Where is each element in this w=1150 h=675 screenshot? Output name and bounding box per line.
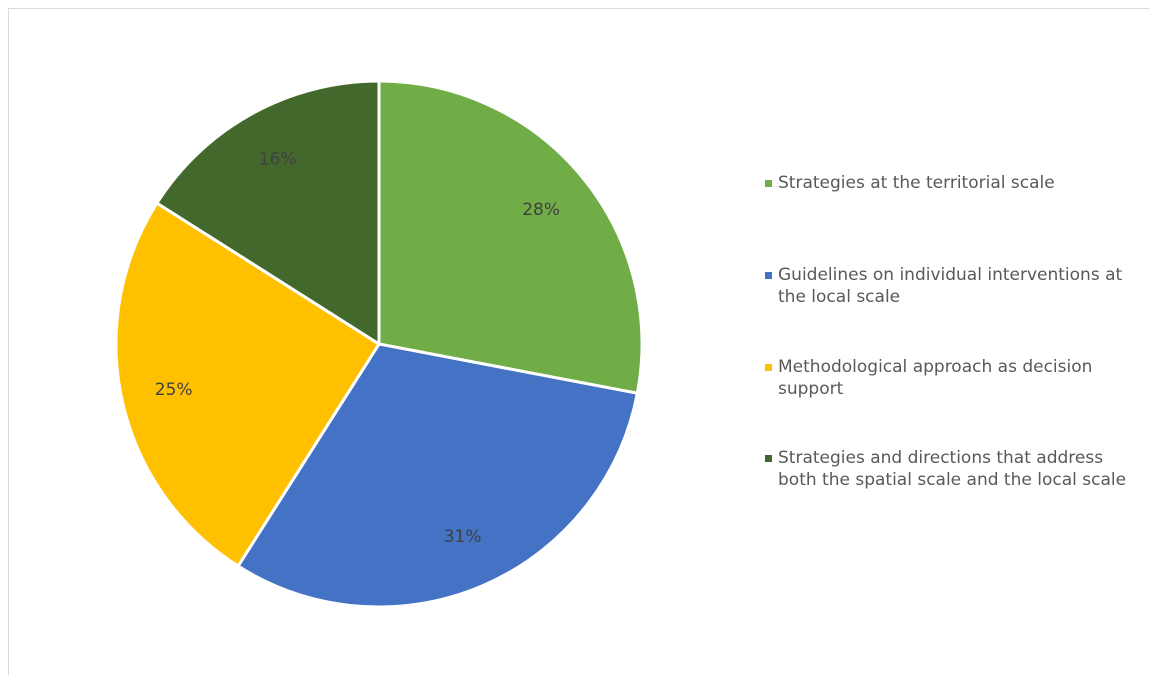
pie-slice-strategies-directions — [155, 79, 381, 346]
legend-item-methodological: Methodological approach as decision supp… — [765, 356, 1145, 400]
legend-swatch — [765, 455, 772, 462]
legend-label: Methodological approach as decision supp… — [778, 357, 1093, 399]
legend-item-strategies-directions: Strategies and directions that address b… — [765, 447, 1145, 491]
pie-slice-label-strategies-directions: 16% — [259, 150, 297, 170]
legend-swatch — [765, 272, 772, 279]
legend-label: Strategies and directions that address b… — [778, 448, 1127, 490]
chart-frame — [8, 8, 1149, 675]
pie-slice-territorial — [377, 79, 644, 395]
pie-slice-label-guidelines: 31% — [444, 527, 482, 547]
legend-item-territorial: Strategies at the territorial scale — [765, 172, 1145, 194]
legend-swatch — [765, 364, 772, 371]
pie-slices — [114, 79, 644, 609]
legend-item-guidelines: Guidelines on individual interventions a… — [765, 264, 1145, 308]
legend-label: Guidelines on individual interventions a… — [778, 265, 1123, 307]
legend-swatch — [765, 180, 772, 187]
pie-labels: 28% 31% 25% 16% — [155, 150, 560, 547]
pie-slice-label-methodological: 25% — [155, 380, 193, 400]
legend-label: Strategies at the territorial scale — [778, 173, 1055, 193]
pie-slice-label-territorial: 28% — [522, 200, 560, 220]
pie-slice-methodological — [114, 201, 381, 568]
